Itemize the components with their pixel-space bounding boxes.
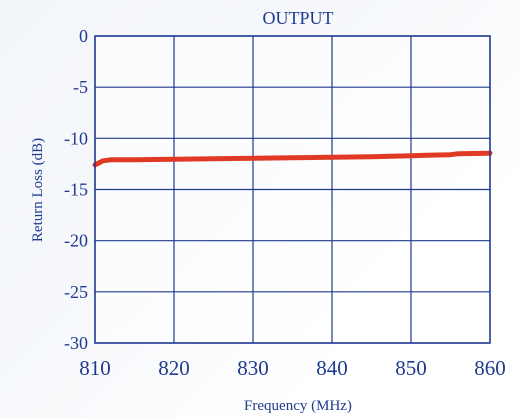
y-tick-labels: 0 -5 -10 -15 -20 -25 -30	[64, 26, 88, 353]
y-tick-label: -20	[64, 231, 88, 251]
y-tick-label: -25	[64, 282, 88, 302]
y-tick-label: -5	[73, 77, 88, 97]
y-tick-label: -15	[64, 180, 88, 200]
x-tick-label: 840	[316, 356, 348, 380]
grid	[94, 35, 491, 344]
y-tick-label: -10	[64, 128, 88, 148]
return-loss-line	[92, 150, 493, 168]
x-tick-label: 820	[158, 356, 190, 380]
x-tick-label: 830	[237, 356, 269, 380]
chart-title: OUTPUT	[263, 8, 334, 28]
y-tick-label: -30	[64, 333, 88, 353]
x-tick-label: 850	[395, 356, 427, 380]
y-axis-label: Return Loss (dB)	[30, 138, 46, 242]
plot-frame	[94, 35, 491, 344]
y-tick-label: 0	[79, 26, 88, 46]
x-tick-labels: 810 820 830 840 850 860	[79, 356, 506, 380]
x-tick-label: 860	[474, 356, 506, 380]
x-tick-label: 810	[79, 356, 111, 380]
series-layer	[92, 150, 493, 168]
x-axis-label: Frequency (MHz)	[244, 398, 352, 414]
